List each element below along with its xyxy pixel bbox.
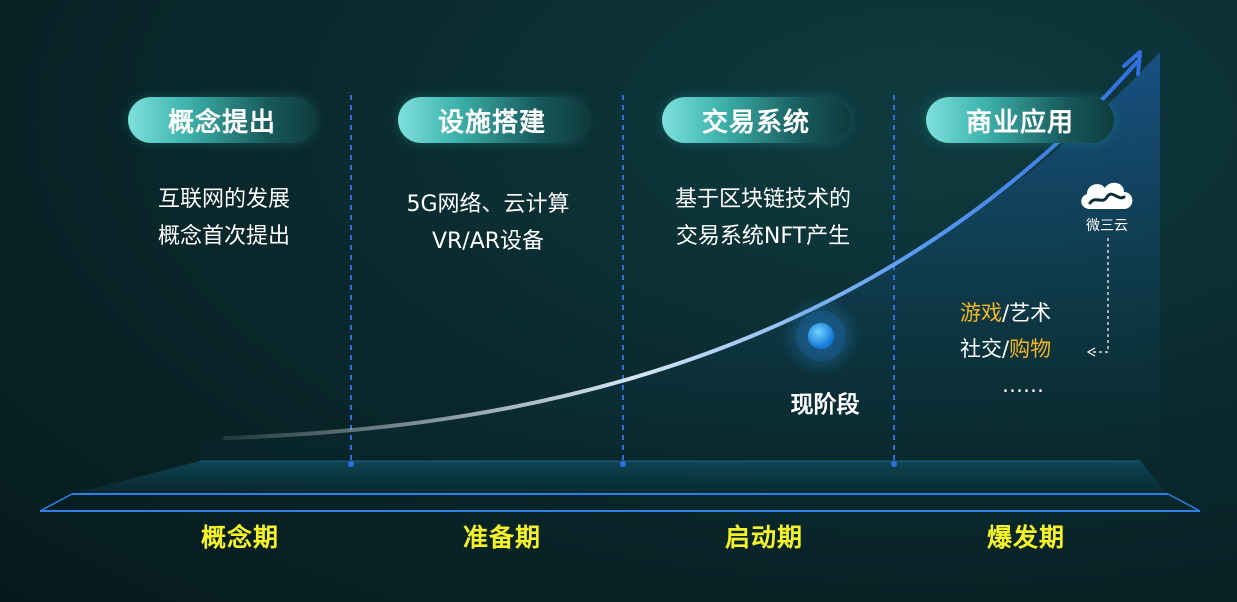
application-ellipsis: …… <box>1002 373 1044 397</box>
app-shopping: 购物 <box>1009 337 1052 361</box>
arrow-head-icon <box>1122 50 1142 76</box>
stage-dividers <box>350 95 895 462</box>
current-stage-label: 现阶段 <box>790 392 860 418</box>
stage-title-4: 商业应用 <box>926 97 1114 143</box>
growth-curve <box>223 60 1139 440</box>
stage-desc-2: 5G网络、云计算 VR/AR设备 <box>383 186 593 260</box>
stage-desc-3-line-1: 基于区块链技术的 <box>674 187 851 212</box>
floor-platform <box>72 461 1168 494</box>
stage-desc-2-line-1: 5G网络、云计算 <box>406 192 570 217</box>
period-label-2: 准备期 <box>462 523 541 552</box>
stage-title-3: 交易系统 <box>662 97 850 143</box>
application-list: 游戏/艺术 社交/购物 …… <box>960 295 1100 403</box>
stage-title-1: 概念提出 <box>128 97 316 143</box>
application-line-1: 游戏/艺术 <box>960 295 1100 331</box>
brand-logo: 微三云 <box>1072 177 1142 235</box>
period-label-3: 启动期 <box>724 523 803 552</box>
brand-name: 微三云 <box>1086 218 1128 234</box>
application-line-2: 社交/购物 <box>960 331 1100 367</box>
stage-desc-1: 互联网的发展 概念首次提出 <box>124 181 324 255</box>
stage-desc-3: 基于区块链技术的 交易系统NFT产生 <box>653 181 873 255</box>
app-arts: /艺术 <box>1002 301 1052 325</box>
stage-desc-1-line-2: 概念首次提出 <box>157 224 290 249</box>
stage-desc-2-line-2: VR/AR设备 <box>431 229 545 254</box>
stage-desc-1-line-1: 互联网的发展 <box>157 187 290 212</box>
brand-connector <box>1090 238 1109 353</box>
stage-desc-3-line-2: 交易系统NFT产生 <box>675 224 851 249</box>
app-social: 社交/ <box>960 337 1010 361</box>
period-label-1: 概念期 <box>200 523 279 552</box>
cloud-logo-icon <box>1081 182 1133 209</box>
stage-title-2: 设施搭建 <box>398 97 586 143</box>
current-marker-dot <box>808 323 834 349</box>
period-label-4: 爆发期 <box>986 523 1065 552</box>
growth-area <box>200 52 1160 465</box>
app-games: 游戏 <box>960 301 1002 325</box>
